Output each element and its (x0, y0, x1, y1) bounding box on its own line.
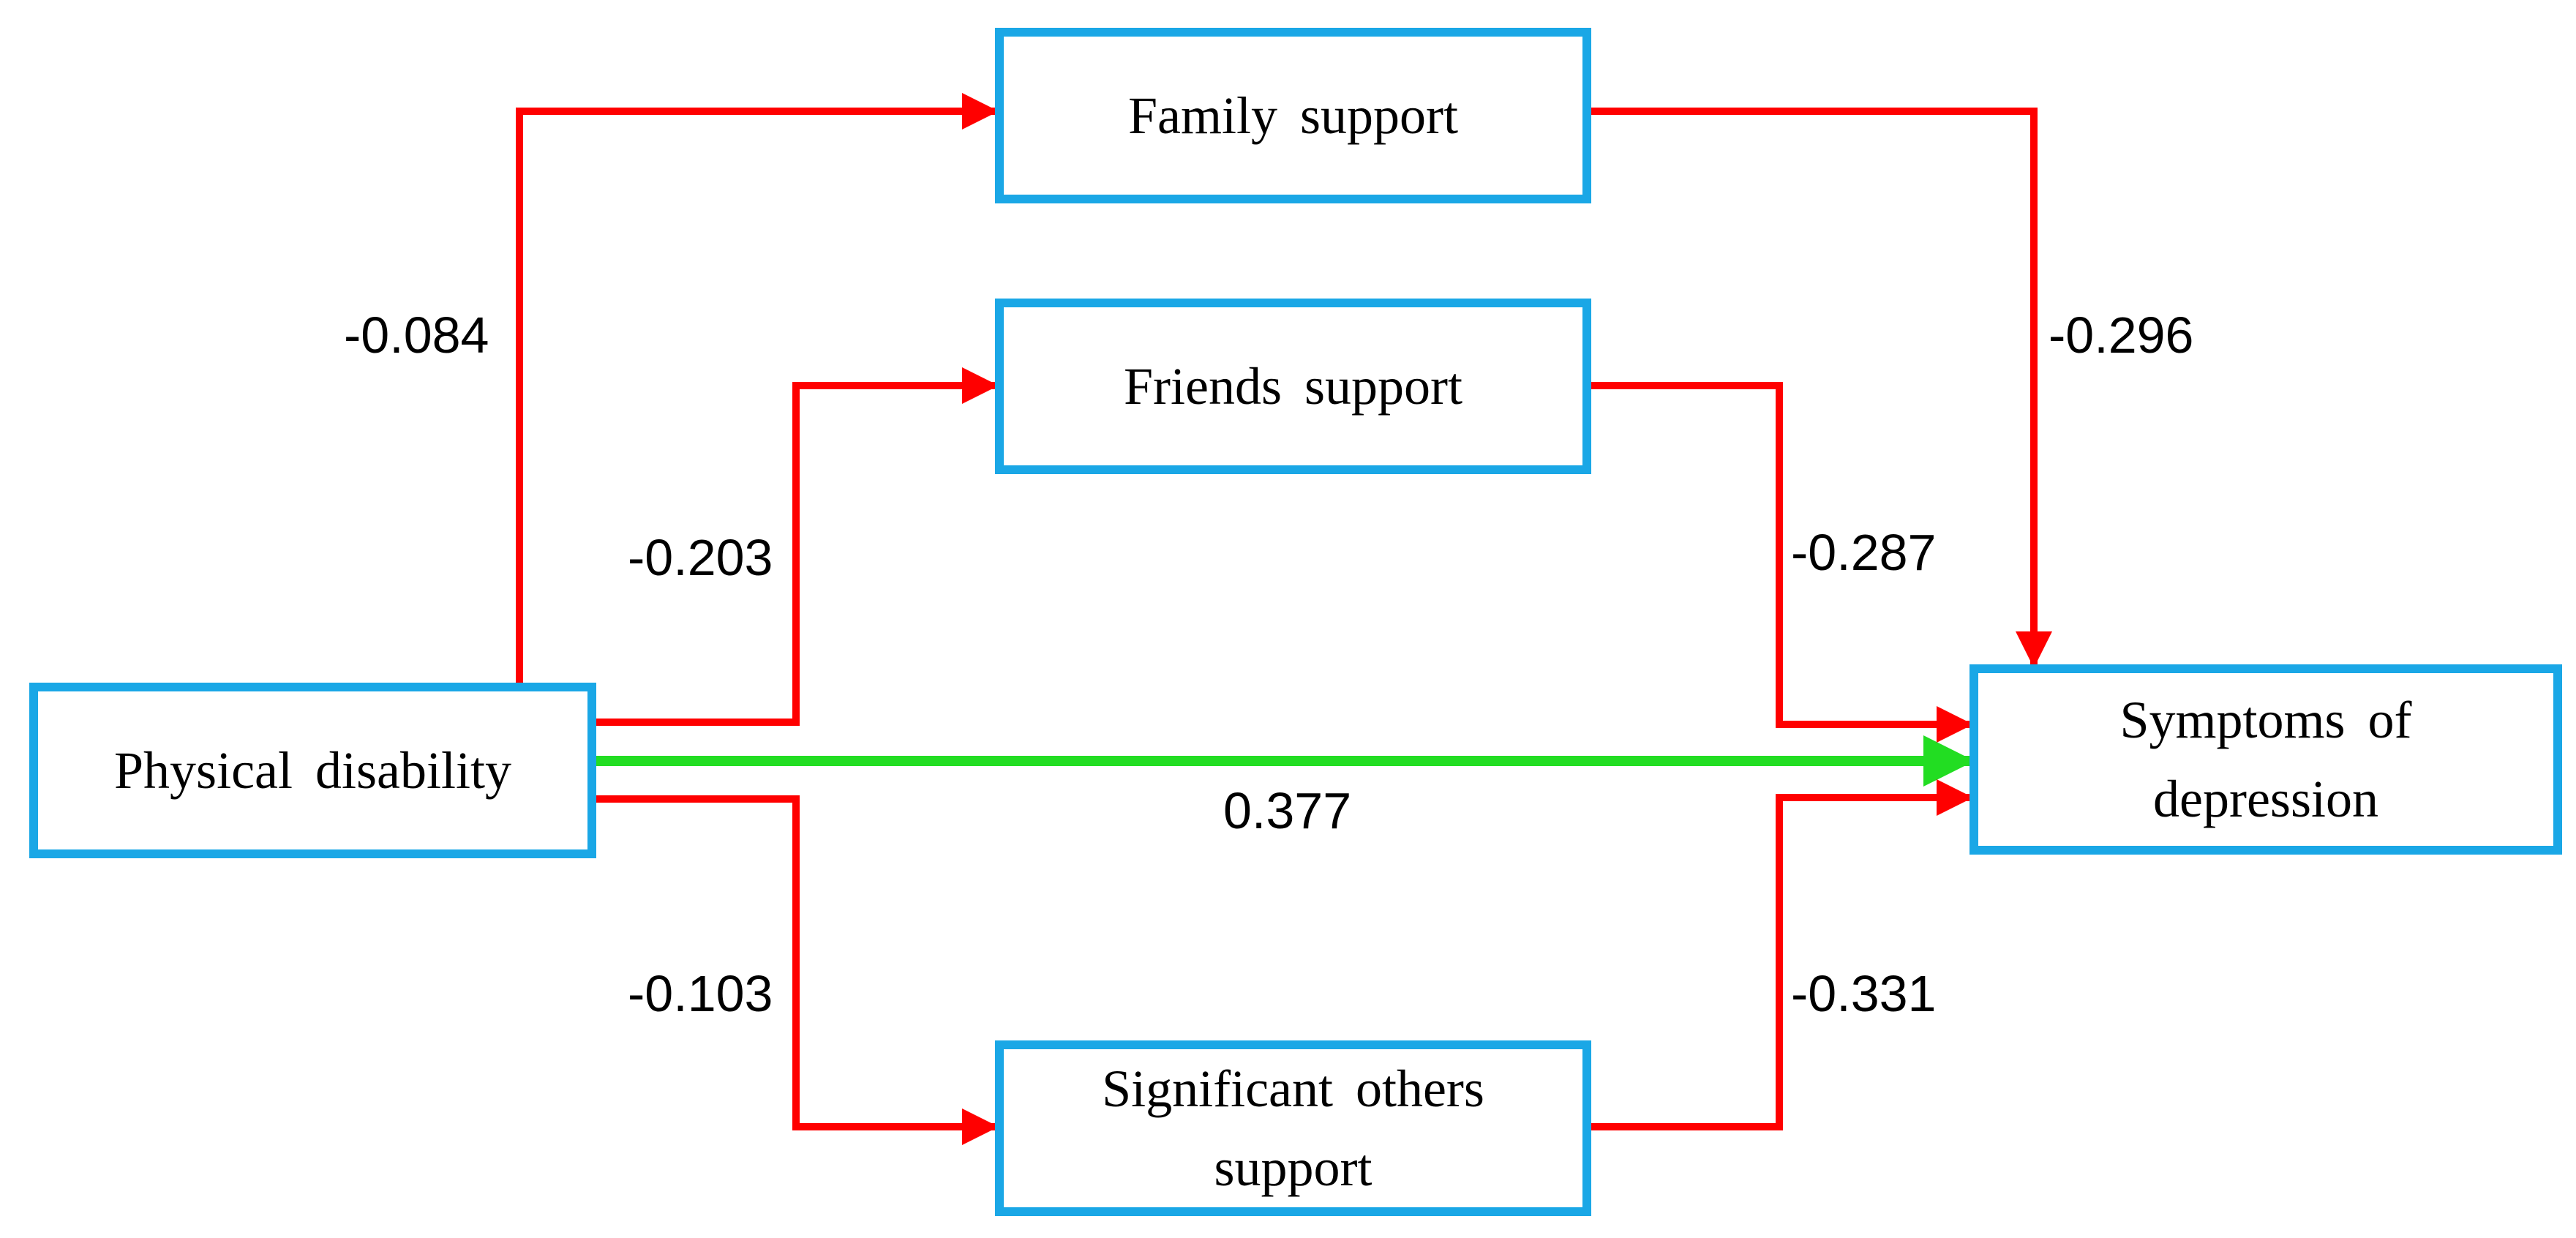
node-physical-disability-label: Physical disability (114, 741, 511, 800)
coef-family-to-depression: -0.296 (2049, 307, 2194, 364)
coef-disability-to-significant-others: -0.103 (628, 965, 773, 1022)
node-physical-disability: Physical disability (29, 683, 596, 858)
node-family-support-label: Family support (1128, 86, 1458, 145)
coef-disability-to-depression: 0.377 (1223, 782, 1352, 839)
node-significant-others-support: Significant others support (995, 1040, 1591, 1216)
path-friends-to-depression (1591, 382, 1973, 743)
node-depression-label-line1: Symptoms of (2119, 691, 2412, 749)
node-friends-support: Friends support (995, 299, 1591, 474)
coef-disability-to-friends: -0.203 (628, 529, 773, 586)
node-friends-support-label: Friends support (1124, 357, 1462, 416)
path-family-to-depression (1591, 108, 2052, 668)
node-significant-others-label-line2: support (1214, 1138, 1373, 1197)
node-depression-label-line2: depression (2153, 770, 2378, 828)
node-significant-others-label-line1: Significant others (1102, 1059, 1484, 1118)
coef-significant-others-to-depression: -0.331 (1791, 965, 1937, 1022)
path-disability-to-significant-others (596, 795, 999, 1145)
path-significant-others-to-depression (1591, 779, 1973, 1130)
path-disability-to-family (516, 93, 999, 683)
coef-disability-to-family: -0.084 (344, 307, 489, 364)
coef-friends-to-depression: -0.287 (1791, 524, 1937, 581)
node-symptoms-of-depression: Symptoms of depression (1969, 664, 2562, 855)
path-disability-to-friends (596, 367, 999, 726)
node-family-support: Family support (995, 28, 1591, 203)
